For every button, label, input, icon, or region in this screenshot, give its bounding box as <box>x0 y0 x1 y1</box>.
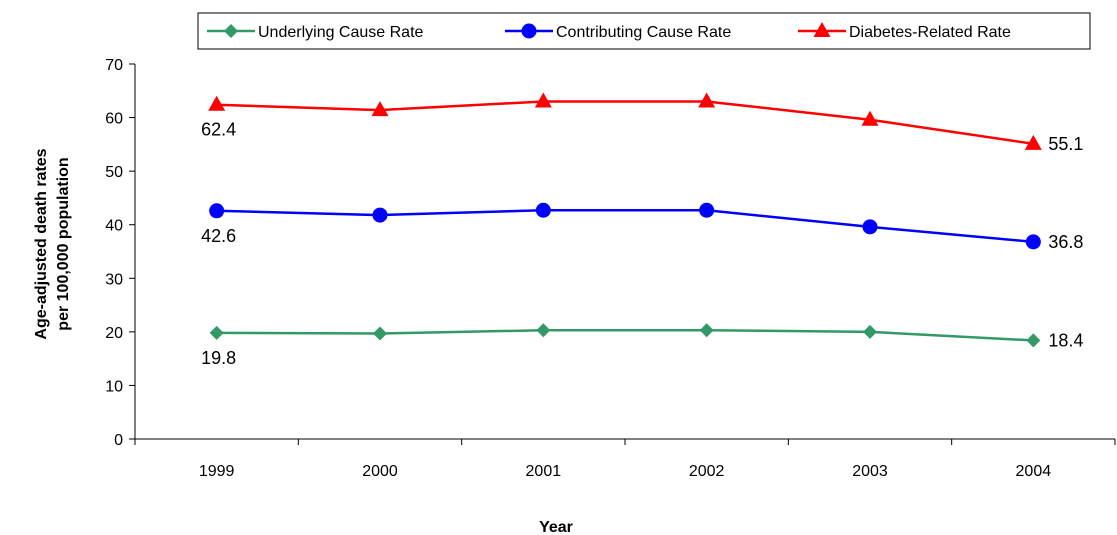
legend: Underlying Cause Rate Contributing Cause … <box>197 12 1091 50</box>
data-point-triangle <box>1024 134 1042 150</box>
y-axis-title-line-1: Age-adjusted death rates <box>33 148 50 339</box>
x-tick-label: 2000 <box>362 463 398 480</box>
y-axis-title-line-2: per 100,000 population <box>55 157 72 330</box>
y-tick-label: 10 <box>105 378 123 395</box>
series-line <box>216 100 1034 146</box>
data-label: 36.8 <box>1048 232 1083 252</box>
y-tick-label: 70 <box>105 57 123 74</box>
series-circle: 42.6 36.8 <box>201 202 1083 252</box>
data-point-diamond <box>373 326 387 341</box>
legend-marker-triangle <box>813 22 831 37</box>
data-label: 18.4 <box>1048 330 1083 350</box>
data-point-diamond <box>536 323 551 338</box>
legend-label: Underlying Cause Rate <box>258 24 424 41</box>
y-tick-label: 50 <box>105 164 123 181</box>
series-line <box>216 209 1034 244</box>
data-point-circle <box>209 203 225 219</box>
data-point-diamond <box>1026 333 1041 348</box>
y-tick-label: 30 <box>105 271 123 288</box>
data-point-circle <box>699 202 715 218</box>
data-point-circle <box>1025 234 1041 250</box>
x-tick-label: 2002 <box>689 463 725 480</box>
data-point-triangle <box>861 110 879 126</box>
x-axis-ticks: 1999 2000 2001 2002 2003 2004 <box>134 439 1116 480</box>
data-label: 19.8 <box>201 348 236 368</box>
data-point-diamond <box>209 325 224 340</box>
x-tick-label: 1999 <box>199 463 235 480</box>
y-axis-ticks: 0 10 20 30 40 50 60 70 <box>105 57 135 449</box>
x-axis-title: Year <box>539 519 573 535</box>
legend-frame <box>197 12 1091 50</box>
series-triangle: 62.4 55.1 <box>201 92 1083 154</box>
y-tick-label: 60 <box>105 111 123 128</box>
data-label: 42.6 <box>201 226 236 246</box>
data-point-diamond <box>699 323 714 338</box>
x-tick-label: 2003 <box>852 463 888 480</box>
series-layer: 19.8 18.4 42.6 36.8 62.4 55.1 <box>201 92 1083 368</box>
legend-marker-diamond <box>224 24 238 38</box>
y-tick-label: 40 <box>105 218 123 235</box>
series-line <box>216 329 1034 342</box>
data-point-triangle <box>371 101 389 117</box>
series-diamond: 19.8 18.4 <box>201 323 1083 368</box>
data-point-triangle <box>208 95 226 111</box>
legend-label: Diabetes-Related Rate <box>849 24 1011 41</box>
y-tick-label: 20 <box>105 325 123 342</box>
x-tick-label: 2004 <box>1016 463 1052 480</box>
data-label: 55.1 <box>1048 134 1083 154</box>
data-point-circle <box>535 202 551 218</box>
y-tick-label: 0 <box>114 432 123 449</box>
data-point-circle <box>372 207 388 223</box>
legend-marker-circle <box>521 23 537 39</box>
data-point-circle <box>862 219 878 235</box>
data-label: 62.4 <box>201 120 236 140</box>
x-tick-label: 2001 <box>526 463 562 480</box>
data-point-triangle <box>698 92 716 108</box>
data-point-triangle <box>534 92 552 108</box>
data-point-diamond <box>863 324 877 339</box>
legend-label: Contributing Cause Rate <box>556 24 731 41</box>
